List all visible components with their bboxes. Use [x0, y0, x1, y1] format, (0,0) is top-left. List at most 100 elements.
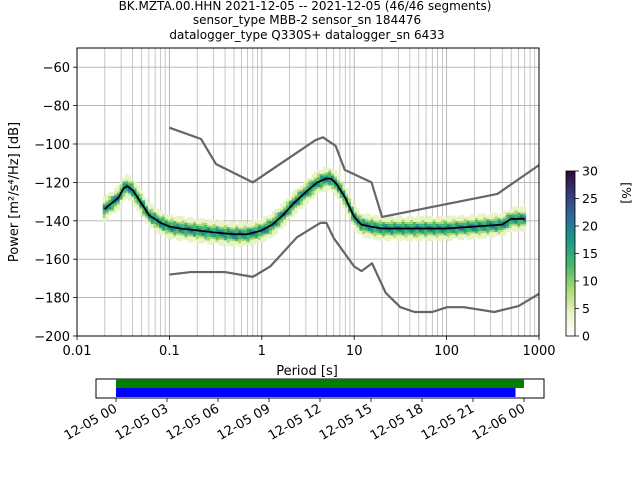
heatmap-cell: [266, 228, 270, 231]
heatmap-cell: [229, 231, 233, 234]
heatmap-cell: [274, 218, 278, 221]
heatmap-cell: [438, 217, 442, 221]
heatmap-cell: [373, 232, 377, 235]
heatmap-cell: [381, 223, 386, 226]
heatmap-cell: [381, 233, 386, 236]
heatmap-cell: [181, 224, 185, 227]
heatmap-cell: [325, 168, 329, 171]
heatmap-cell: [342, 204, 346, 207]
heatmap-cell: [178, 229, 183, 232]
heatmap-cell: [503, 233, 507, 236]
heatmap-cell: [475, 227, 479, 230]
heatmap-cell: [303, 186, 307, 189]
heatmap-cell: [105, 215, 109, 218]
heatmap-cell: [429, 237, 434, 240]
heatmap-cell: [458, 232, 462, 235]
heatmap-cell: [522, 210, 527, 213]
heatmap-cell: [458, 215, 462, 218]
heatmap-cell: [356, 221, 360, 225]
heatmap-cell: [331, 186, 335, 190]
heatmap-cell: [122, 196, 126, 199]
heatmap-cell: [111, 193, 115, 196]
heatmap-cell: [460, 228, 465, 231]
heatmap-cell: [308, 183, 312, 186]
heatmap-cell: [207, 226, 211, 230]
heatmap-cell: [308, 181, 312, 184]
heatmap-cell: [407, 221, 411, 224]
heatmap-cell: [221, 220, 225, 223]
heatmap-cell: [232, 240, 236, 244]
heatmap-cell: [506, 218, 510, 221]
heatmap-cell: [280, 213, 284, 216]
heatmap-cell: [218, 241, 222, 244]
chart-title-line-1: BK.MZTA.00.HHN 2021-12-05 -- 2021-12-05 …: [119, 0, 492, 13]
heatmap-cell: [319, 185, 324, 188]
heatmap-cell: [379, 231, 383, 234]
heatmap-cell: [365, 236, 369, 239]
heatmap-cell: [119, 193, 123, 196]
heatmap-cell: [359, 232, 363, 235]
heatmap-cell: [198, 224, 202, 227]
heatmap-cell: [413, 219, 417, 222]
heatmap-cell: [390, 229, 394, 232]
heatmap-cell: [314, 179, 318, 182]
heatmap-cell: [446, 231, 450, 234]
heatmap-cell: [429, 229, 434, 232]
heatmap-cell: [246, 227, 250, 230]
heatmap-cell: [381, 235, 386, 238]
heatmap-cell: [398, 233, 403, 236]
heatmap-cell: [119, 197, 123, 200]
low-noise-model-line: [169, 221, 540, 314]
heatmap-cell: [167, 219, 171, 222]
heatmap-cell: [139, 191, 143, 194]
heatmap-cell: [319, 177, 324, 180]
heatmap-cell: [435, 221, 439, 224]
heatmap-cell: [506, 227, 510, 231]
heatmap-cell: [517, 219, 521, 222]
heatmap-cell: [500, 225, 504, 228]
heatmap-cell: [114, 187, 118, 190]
heatmap-cell: [522, 219, 527, 222]
heatmap-cell: [469, 235, 473, 238]
heatmap-cell: [342, 186, 346, 190]
heatmap-cell: [508, 224, 513, 227]
heatmap-cell: [401, 219, 405, 222]
heatmap-cell: [458, 236, 462, 239]
heatmap-cell: [483, 215, 487, 218]
heatmap-cell: [517, 225, 521, 228]
heatmap-cell: [291, 197, 295, 200]
heatmap-cell: [477, 217, 481, 220]
heatmap-cell: [415, 233, 419, 236]
heatmap-cell: [421, 231, 425, 234]
heatmap-cell: [390, 223, 394, 226]
heatmap-cell: [176, 232, 180, 235]
heatmap-cell: [393, 223, 397, 226]
heatmap-cell: [480, 221, 484, 224]
heatmap-cell: [181, 233, 185, 236]
heatmap-cell: [418, 219, 422, 222]
heatmap-cell: [418, 225, 422, 228]
heatmap-cell: [345, 205, 349, 208]
heatmap-cell: [506, 212, 510, 215]
heatmap-cell: [522, 221, 527, 224]
heatmap-cell: [319, 183, 324, 186]
heatmap-cell: [404, 231, 408, 234]
heatmap-cell: [277, 221, 281, 224]
heatmap-cell: [381, 225, 386, 228]
heatmap-cell: [480, 215, 484, 218]
heatmap-cell: [195, 235, 199, 238]
heatmap-cell: [136, 189, 140, 192]
heatmap-cell: [475, 229, 479, 232]
heatmap-cell: [334, 170, 338, 173]
heatmap-cell: [130, 185, 135, 188]
heatmap-cell: [466, 220, 470, 223]
heatmap-cell: [458, 230, 462, 233]
heatmap-cell: [156, 229, 160, 232]
heatmap-cell: [305, 195, 309, 198]
heatmap-cell: [190, 234, 194, 237]
heatmap-cell: [159, 231, 163, 234]
heatmap-cell: [390, 237, 394, 240]
heatmap-cell: [491, 228, 496, 231]
